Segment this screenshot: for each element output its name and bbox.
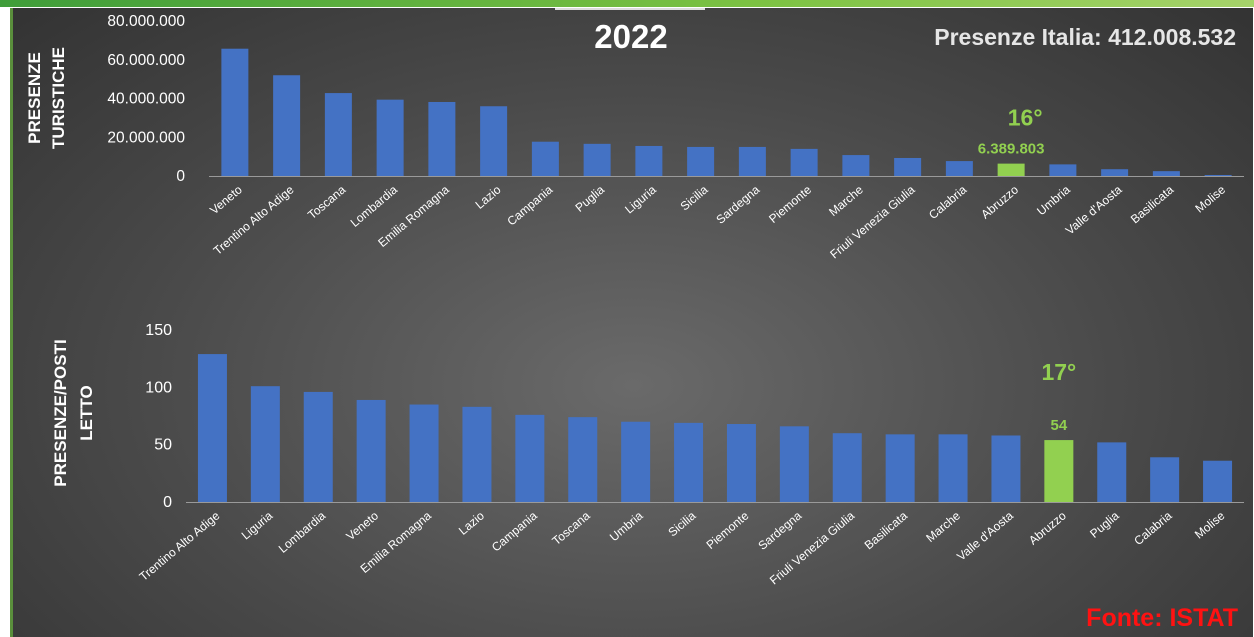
chart2-category-label: Toscana (549, 508, 592, 548)
chart1-bar-marche (842, 155, 870, 176)
chart1-highlight-rank: 16° (1008, 105, 1043, 131)
chart2-category-label: Campania (489, 508, 540, 554)
chart2-category-label: Lombardia (276, 508, 329, 555)
chart2-ytick-label: 0 (163, 494, 172, 511)
chart1-category-label: Basilicata (1128, 182, 1177, 226)
chart1-bar-abruzzo (997, 163, 1025, 176)
chart1-category-label: Puglia (572, 182, 607, 214)
chart-panel (10, 8, 1253, 637)
chart2-ylabel: PRESENZE/POSTI LETTO (51, 339, 96, 486)
chart2-bar-toscana (568, 417, 598, 502)
source-label: Fonte: ISTAT (1086, 604, 1238, 632)
chart2-category-label: Piemonte (704, 508, 752, 552)
chart2-category-label: Abruzzo (1026, 508, 1069, 547)
chart1-category-label: Valle d'Aosta (1063, 182, 1125, 237)
chart2-bar-veneto (356, 399, 386, 502)
chart2-category-label: Valle d'Aosta (954, 508, 1016, 563)
chart2-category-label: Calabria (1131, 508, 1174, 548)
chart2-ytick-label: 150 (145, 322, 172, 339)
chart1-ylabel: PRESENZE TURISTICHE (25, 47, 68, 149)
chart1-bar-basilicata (1152, 171, 1180, 176)
chart2-bar-piemonte (726, 424, 756, 502)
chart2-category-label: Trentino Alto Adige (137, 508, 223, 583)
chart2-bar-sardegna (779, 426, 809, 502)
chart1-category-label: Lazio (473, 182, 504, 211)
chart2-bar-friuli-venezia-giulia (832, 433, 862, 502)
chart1-category-label: Campania (504, 182, 555, 228)
chart2-category-label: Sardegna (755, 508, 804, 552)
chart1-ytick-label: 60.000.000 (107, 52, 185, 69)
chart2-highlight-rank: 17° (1041, 359, 1076, 385)
chart2-category-label: Molise (1192, 508, 1228, 541)
chart1-category-label: Abruzzo (978, 182, 1021, 221)
year-underline (555, 8, 705, 10)
chart1-bar-trentino-alto-adige (273, 75, 301, 176)
chart2-bar-molise (1203, 460, 1233, 502)
chart2-category-label: Liguria (239, 508, 276, 542)
chart2-category-label: Puglia (1087, 508, 1122, 540)
chart2-ytick-label: 100 (145, 379, 172, 396)
chart2-bar-trentino-alto-adige (197, 354, 227, 502)
chart1-bar-umbria (1049, 164, 1077, 176)
total-presences-label: Presenze Italia: 412.008.532 (934, 24, 1236, 50)
chart1-category-label: Veneto (207, 182, 245, 217)
chart2-category-label: Lazio (456, 508, 487, 537)
chart1-bar-liguria (635, 145, 663, 176)
chart1-bar-lombardia (376, 99, 404, 176)
chart2-bar-campania (515, 414, 545, 502)
chart2-bar-lazio (462, 406, 492, 502)
chart1-category-label: Umbria (1034, 182, 1073, 218)
chart1-highlight-value: 6.389.803 (978, 141, 1045, 158)
top-accent-bar (0, 0, 1254, 7)
chart2-bar-umbria (621, 421, 651, 502)
chart2-bar-marche (938, 434, 968, 502)
chart1-bar-sicilia (687, 146, 715, 176)
chart2-category-label: Marche (923, 508, 963, 545)
chart1-bar-molise (1204, 175, 1232, 176)
chart1-bar-veneto (221, 48, 249, 176)
chart2-bar-emilia-romagna (409, 404, 439, 502)
chart1-bar-campania (531, 141, 559, 176)
chart2-category-label: Sicilia (665, 508, 698, 539)
chart1-category-label: Lombardia (348, 182, 401, 229)
chart1-category-label: Sardegna (713, 182, 762, 226)
chart2-bar-lombardia (303, 391, 333, 502)
chart2-bar-basilicata (885, 434, 915, 502)
chart2-bar-sicilia (674, 422, 704, 502)
chart2-bar-liguria (250, 386, 280, 502)
chart1-bar-toscana (324, 93, 352, 176)
chart1-category-label: Marche (826, 182, 866, 219)
chart1-category-label: Molise (1192, 182, 1228, 215)
chart1-bar-sardegna (738, 146, 766, 176)
year-title: 2022 (594, 18, 668, 55)
chart2-highlight-value: 54 (1051, 417, 1068, 434)
chart1-ytick-label: 0 (176, 168, 185, 185)
chart1-category-label: Calabria (926, 182, 969, 222)
chart2-category-label: Umbria (607, 508, 646, 544)
chart1-ytick-label: 20.000.000 (107, 129, 185, 146)
chart1-category-label: Piemonte (766, 182, 814, 226)
chart1-category-label: Liguria (622, 182, 659, 216)
chart2-bar-calabria (1150, 457, 1180, 502)
chart2-category-label: Veneto (343, 508, 381, 543)
chart2-bar-puglia (1097, 442, 1127, 502)
chart2-bar-abruzzo (1044, 440, 1074, 502)
chart1-ytick-label: 80.000.000 (107, 13, 185, 30)
chart1-bar-friuli-venezia-giulia (894, 157, 922, 176)
chart1-bar-emilia-romagna (428, 101, 456, 176)
chart1-bar-calabria (945, 161, 973, 176)
chart1-category-label: Sicilia (678, 182, 711, 213)
chart1-bar-piemonte (790, 148, 818, 176)
chart1-bar-valle-d-aosta (1101, 169, 1129, 176)
chart1-category-label: Toscana (305, 182, 348, 222)
chart2-bar-valle-d-aosta (991, 435, 1021, 502)
chart1-bar-puglia (583, 143, 611, 176)
chart1-ytick-label: 40.000.000 (107, 91, 185, 108)
chart2-category-label: Basilicata (862, 508, 911, 552)
chart1-bar-lazio (480, 106, 508, 176)
chart2-ytick-label: 50 (154, 437, 172, 454)
chart1-category-label: Friuli Venezia Giulia (827, 182, 917, 261)
